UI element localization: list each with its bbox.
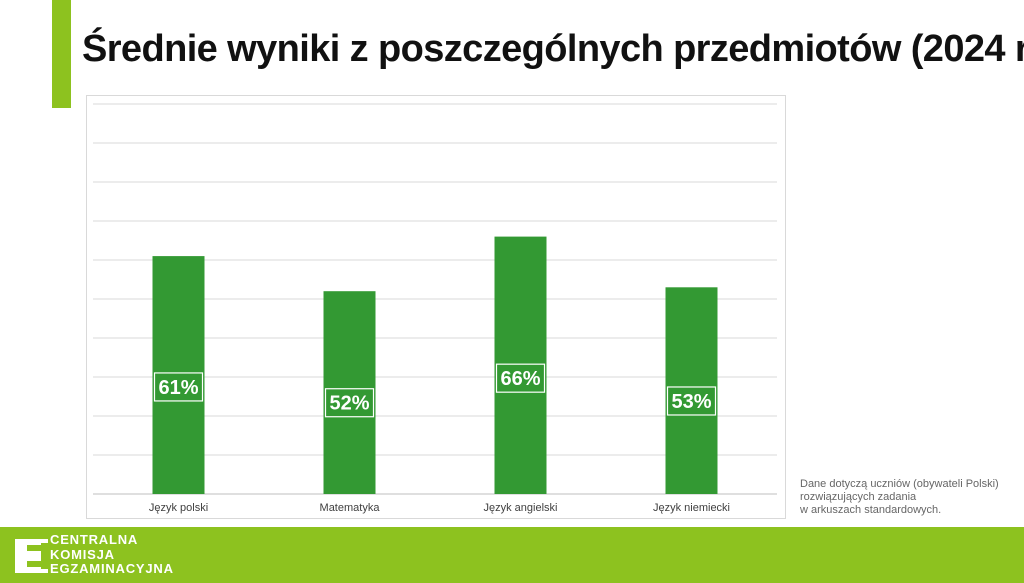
- cke-logo-icon: [15, 539, 48, 573]
- data-label-box: [666, 386, 717, 416]
- logo-text-line-2: KOMISJA: [50, 546, 115, 562]
- data-note: Dane dotyczą uczniów (obywateli Polski) …: [800, 478, 1015, 517]
- category-label: Język niemiecki: [653, 502, 730, 514]
- data-label: 52%: [329, 393, 369, 415]
- note-line-1: Dane dotyczą uczniów (obywateli Polski): [800, 478, 999, 490]
- logo-text-line-1: CENTRALNA: [50, 532, 139, 547]
- page-title: Średnie wyniki z poszczególnych przedmio…: [82, 28, 1024, 70]
- bar-chart: 61% Język polski 52% Matematyka 66% Język ang…: [86, 95, 786, 519]
- category-label: Matematyka: [320, 502, 381, 514]
- footer-bar: CENTRALNA KOMISJA EGZAMINACYJNA: [0, 527, 1024, 583]
- logo-text: CENTRALNA KOMISJA EGZAMINACYJNA: [50, 532, 174, 577]
- bar: [665, 287, 718, 494]
- bar: [323, 291, 376, 494]
- data-label-box: [153, 372, 204, 402]
- category-label: Język angielski: [484, 502, 558, 514]
- data-label: 61%: [158, 377, 198, 399]
- chart-canvas: 61% Język polski 52% Matematyka 66% Język ang…: [93, 103, 777, 514]
- category-label: Język polski: [149, 502, 208, 514]
- data-label: 53%: [671, 391, 711, 413]
- title-accent-bar: [52, 0, 71, 108]
- bar: [152, 256, 205, 494]
- bar: [494, 236, 547, 494]
- note-line-3: w arkuszach standardowych.: [800, 504, 942, 516]
- data-label-box: [495, 363, 546, 393]
- data-label: 66%: [500, 368, 540, 390]
- note-line-2: rozwiązujących zadania: [800, 491, 917, 503]
- logo-text-line-3: EGZAMINACYJNA: [50, 561, 174, 576]
- data-label-box: [324, 388, 375, 418]
